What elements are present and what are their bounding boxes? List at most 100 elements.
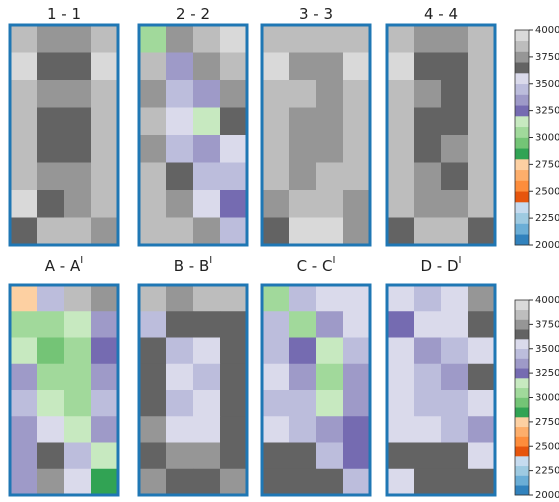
cell: [139, 337, 167, 365]
cell: [414, 363, 442, 391]
panel-border: [137, 23, 249, 247]
cell: [220, 52, 248, 81]
cell: [220, 162, 248, 191]
cell: [262, 25, 290, 53]
cell: [139, 25, 167, 53]
colorbar-swatch: [515, 62, 529, 74]
cell: [139, 217, 167, 246]
colorbar-swatch: [515, 234, 529, 246]
cell: [220, 25, 248, 53]
cell: [139, 363, 167, 391]
cell: [91, 390, 119, 417]
cell: [387, 468, 415, 496]
cell: [91, 135, 119, 163]
cell: [343, 52, 371, 81]
cell: [468, 468, 496, 496]
colorbar-swatch: [515, 148, 529, 160]
cell: [139, 190, 167, 218]
cell: [468, 107, 496, 136]
cell: [387, 80, 415, 108]
cell: [139, 52, 167, 81]
colorbar-swatch: [515, 436, 529, 447]
colorbar-swatch: [515, 300, 529, 311]
cell: [139, 135, 167, 163]
cell: [10, 285, 38, 312]
cell: [468, 337, 496, 365]
cell: [289, 363, 317, 391]
cell: [64, 390, 92, 417]
cell: [289, 190, 317, 218]
cell: [91, 162, 119, 191]
cell: [166, 162, 194, 191]
cell: [193, 468, 221, 496]
cell: [37, 80, 65, 108]
title-sup: I: [209, 255, 212, 266]
cell: [37, 285, 65, 312]
cell: [220, 311, 248, 338]
title-text: C - C: [297, 257, 333, 275]
cell: [220, 468, 248, 496]
cell: [64, 311, 92, 338]
colorbar-swatch: [515, 94, 529, 106]
cell: [343, 162, 371, 191]
colorbar-tick-label: 2250: [535, 213, 559, 224]
cell: [139, 416, 167, 443]
panel-title: 1 - 1: [47, 5, 81, 23]
cell: [37, 217, 65, 246]
cell: [220, 217, 248, 246]
cell: [166, 416, 194, 443]
colorbar-swatch: [515, 169, 529, 181]
cell: [441, 442, 469, 470]
colorbar-swatch: [515, 339, 529, 350]
cell: [166, 52, 194, 81]
cell: [64, 190, 92, 218]
cell: [316, 107, 344, 136]
colorbar-swatch: [515, 456, 529, 467]
colorbar-tick-label: 2750: [535, 417, 559, 428]
cell: [10, 190, 38, 218]
cell: [262, 135, 290, 163]
cell: [220, 135, 248, 163]
cell: [468, 390, 496, 417]
cell: [10, 107, 38, 136]
colorbar-swatch: [515, 212, 529, 224]
cell: [414, 80, 442, 108]
cell: [387, 162, 415, 191]
cell: [193, 52, 221, 81]
cell: [316, 363, 344, 391]
cell: [139, 468, 167, 496]
cell: [37, 107, 65, 136]
colorbar-tick-label: 3000: [535, 393, 559, 404]
cell: [64, 217, 92, 246]
cell: [10, 363, 38, 391]
cell: [10, 52, 38, 81]
cell: [166, 285, 194, 312]
cell: [441, 80, 469, 108]
cell: [193, 217, 221, 246]
cell: [387, 52, 415, 81]
cell: [441, 416, 469, 443]
cell: [193, 135, 221, 163]
cell: [387, 442, 415, 470]
cell: [91, 107, 119, 136]
cell: [10, 468, 38, 496]
colorbar-swatch: [515, 159, 529, 171]
colorbar-tick-label: 2000: [535, 240, 559, 251]
cell: [387, 285, 415, 312]
colorbar-swatch: [515, 40, 529, 52]
cell: [343, 80, 371, 108]
cell: [64, 25, 92, 53]
cell: [37, 468, 65, 496]
cell: [289, 52, 317, 81]
title-sup: I: [80, 255, 83, 266]
panel-border: [137, 283, 249, 497]
cell: [441, 337, 469, 365]
cell: [220, 363, 248, 391]
cell: [441, 217, 469, 246]
cell: [468, 162, 496, 191]
panel-border: [385, 283, 497, 497]
cell: [91, 52, 119, 81]
cell: [193, 162, 221, 191]
cell: [468, 190, 496, 218]
